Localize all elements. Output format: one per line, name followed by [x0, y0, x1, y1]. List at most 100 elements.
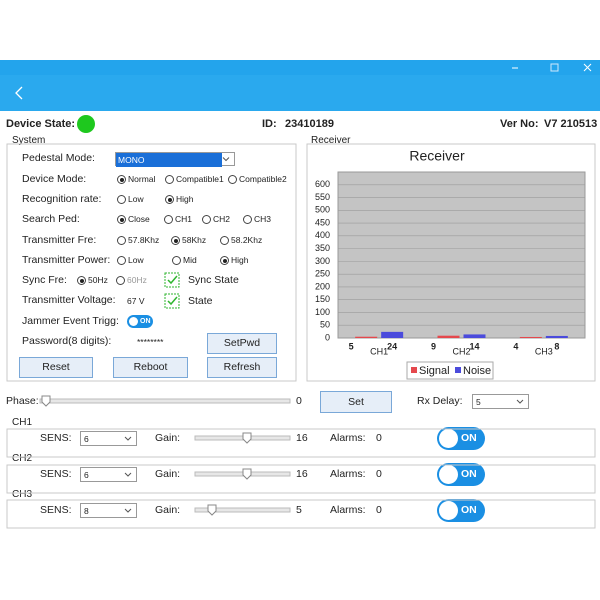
select[interactable]: 5 — [472, 394, 529, 409]
field-label: Transmitter Power: — [22, 254, 111, 266]
voltage: 67 V — [127, 296, 145, 306]
field-label: Alarms: — [330, 504, 366, 516]
radio[interactable]: 58Khz — [171, 235, 206, 245]
radio[interactable]: High — [220, 255, 248, 265]
chart-title: Receiver — [409, 148, 465, 164]
radio: 60Hz — [116, 275, 147, 285]
group-title: CH2 — [10, 452, 35, 466]
gain-value: 5 — [296, 504, 302, 516]
title-bar — [0, 60, 600, 75]
bar — [463, 334, 486, 338]
field-label: Search Ped: — [22, 213, 80, 225]
group-title: System — [10, 134, 48, 148]
maximize[interactable] — [550, 63, 559, 72]
radio[interactable]: High — [165, 194, 193, 204]
legend-box — [406, 361, 494, 380]
check — [167, 296, 178, 306]
toggle[interactable]: ON — [127, 315, 153, 328]
gain-slider[interactable] — [194, 507, 291, 513]
toggle[interactable]: ON — [437, 427, 485, 450]
toggle[interactable]: ON — [437, 463, 485, 486]
state-led — [77, 115, 95, 133]
radio[interactable]: 50Hz — [77, 275, 108, 285]
data-label: 5 — [349, 341, 354, 351]
checkbox[interactable] — [164, 293, 180, 309]
radio[interactable]: 58.2Khz — [220, 235, 262, 245]
field-label: Rx Delay: — [417, 395, 463, 407]
close[interactable] — [583, 63, 592, 72]
field-label: Gain: — [155, 432, 181, 444]
select-value: MONO — [116, 153, 222, 167]
radio[interactable]: Close — [117, 214, 150, 224]
y-tick-label: 450 — [315, 217, 330, 227]
radio[interactable]: Normal — [117, 174, 155, 184]
legend-label: Noise — [463, 365, 491, 377]
field-label: Recognition rate: — [22, 193, 102, 205]
radio[interactable]: Compatible2 — [228, 174, 287, 184]
field-label: Gain: — [155, 468, 181, 480]
checkbox[interactable] — [164, 272, 180, 288]
y-tick-label: 100 — [315, 307, 330, 317]
legend-swatch — [455, 367, 461, 373]
header-title: AM-VAP(b4e842bddf20)---WAN OnLine — [185, 85, 415, 100]
radio[interactable]: CH3 — [243, 214, 271, 224]
y-tick-label: 300 — [315, 256, 330, 266]
radio[interactable]: Low — [117, 194, 144, 204]
phase-value: 0 — [296, 395, 302, 407]
radio[interactable]: Low — [117, 255, 144, 265]
field-label: Transmitter Voltage: — [22, 294, 116, 306]
field-label: Gain: — [155, 504, 181, 516]
button[interactable]: Refresh — [207, 357, 277, 378]
button[interactable]: SetPwd — [207, 333, 277, 354]
field-label: SENS: — [40, 468, 72, 480]
y-tick-label: 200 — [315, 281, 330, 291]
alarms-value: 0 — [376, 468, 382, 480]
gain-value: 16 — [296, 432, 308, 444]
select[interactable]: 6 — [80, 431, 137, 446]
field-label: Device Mode: — [22, 173, 87, 185]
y-tick-label: 400 — [315, 230, 330, 240]
field-label: Password(8 digits): — [22, 335, 112, 347]
radio[interactable]: CH2 — [202, 214, 230, 224]
toggle[interactable]: ON — [437, 499, 485, 522]
gain-slider[interactable] — [194, 435, 291, 441]
y-tick-label: 0 — [325, 332, 330, 342]
alarms-value: 0 — [376, 504, 382, 516]
data-label: 24 — [387, 341, 397, 351]
radio[interactable]: 57.8Khz — [117, 235, 159, 245]
button[interactable]: Set — [320, 391, 392, 413]
plot-area — [337, 171, 586, 339]
radio[interactable]: CH1 — [164, 214, 192, 224]
gain-value: 16 — [296, 468, 308, 480]
group-title: Receiver — [309, 134, 353, 148]
select[interactable]: 8 — [80, 503, 137, 518]
y-tick-label: 150 — [315, 294, 330, 304]
password: ******** — [137, 337, 164, 347]
y-tick-label: 500 — [315, 205, 330, 215]
legend-label: Signal — [419, 365, 450, 377]
radio[interactable]: Compatible1 — [165, 174, 224, 184]
select[interactable]: MONO — [115, 152, 235, 167]
field-label: Jammer Event Trigg: — [22, 315, 119, 327]
button[interactable]: Reset — [19, 357, 93, 378]
bar — [355, 336, 378, 338]
bar — [519, 336, 542, 338]
slider-thumb[interactable] — [242, 468, 252, 480]
field-label: Sync Fre: — [22, 274, 67, 286]
button[interactable]: Reboot — [113, 357, 188, 378]
check-label: Sync State — [188, 274, 239, 286]
field-label: Alarms: — [330, 468, 366, 480]
label: Device State: — [6, 118, 76, 130]
group-title: CH1 — [10, 416, 35, 430]
slider-thumb[interactable] — [242, 432, 252, 444]
select[interactable]: 6 — [80, 467, 137, 482]
phase-slider[interactable] — [39, 398, 291, 404]
bar — [381, 331, 404, 338]
bar — [437, 335, 460, 338]
gain-slider[interactable] — [194, 471, 291, 477]
radio[interactable]: Mid — [172, 255, 197, 265]
slider-thumb[interactable] — [41, 395, 51, 407]
field-label: SENS: — [40, 432, 72, 444]
slider-thumb[interactable] — [207, 504, 217, 516]
